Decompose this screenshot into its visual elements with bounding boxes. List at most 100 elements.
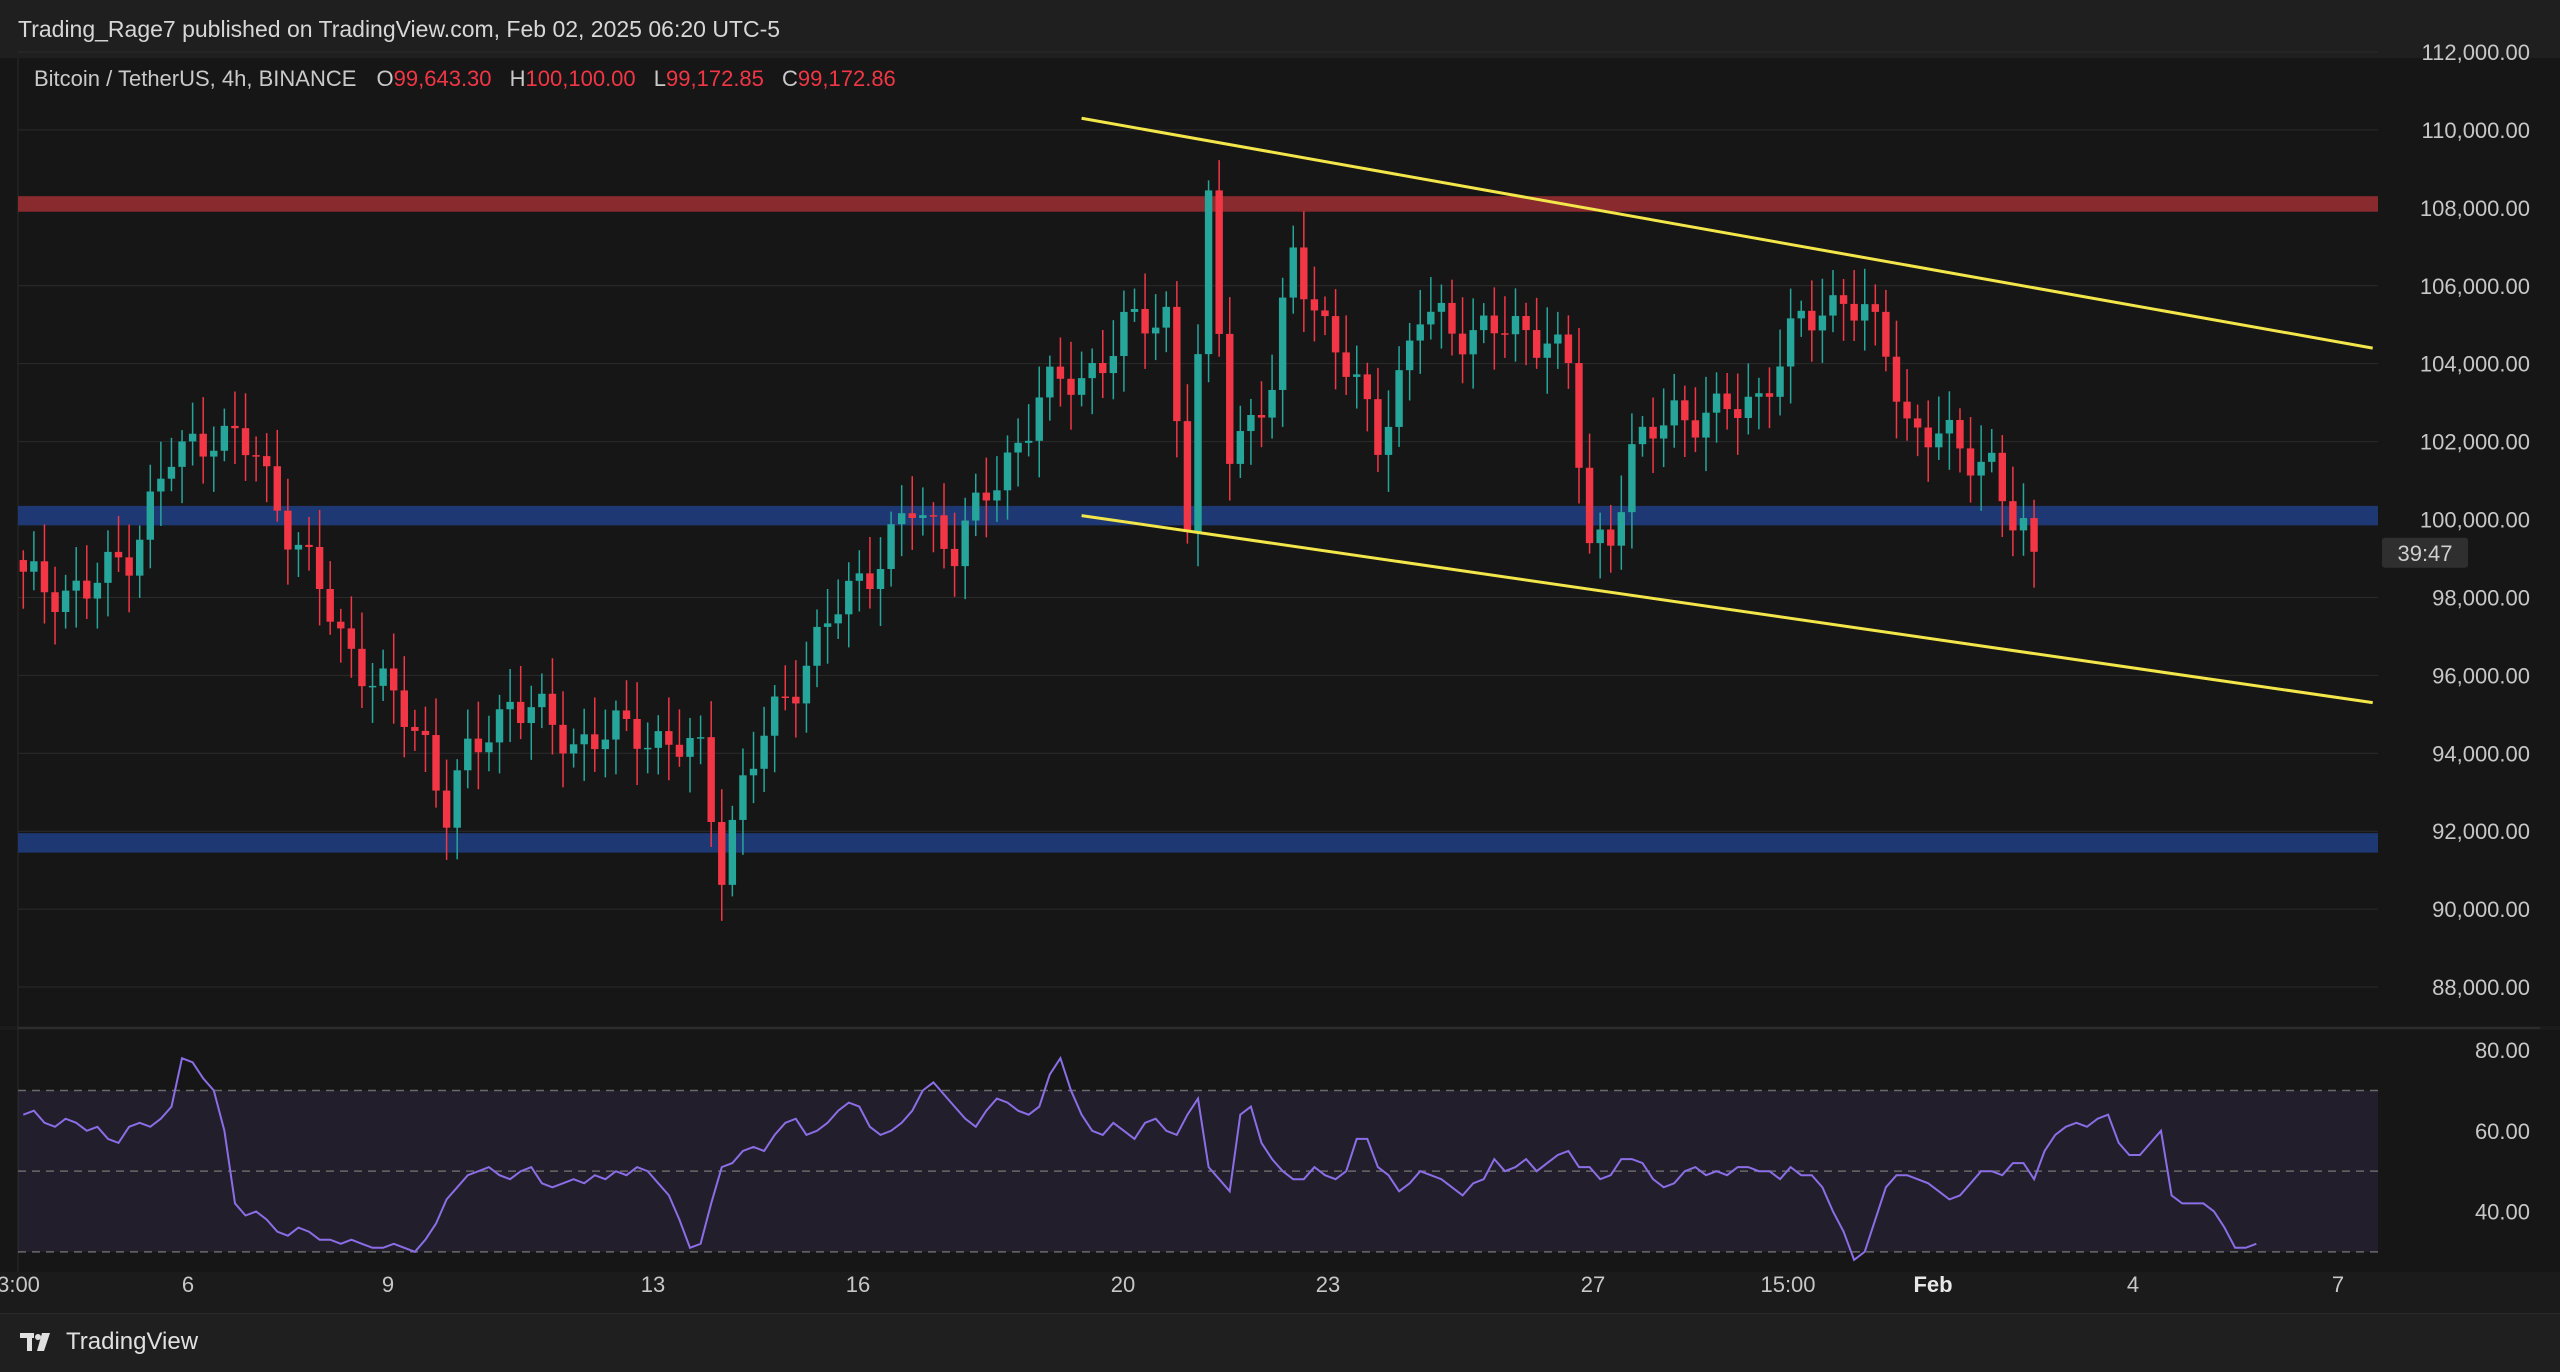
rsi-tick-label: 60.00 [2475, 1119, 2530, 1144]
candle-body [1120, 311, 1128, 357]
candle-body [1511, 315, 1520, 335]
x-tick-label: 15:00 [1760, 1272, 1815, 1297]
ohlc-legend: Bitcoin / TetherUS, 4h, BINANCE O99,643.… [34, 66, 908, 92]
candle-body [834, 614, 842, 624]
candle-body [506, 701, 514, 710]
candle-body [1818, 315, 1827, 331]
candle-body [167, 466, 176, 479]
support-zone [18, 833, 2378, 853]
candle-body [845, 580, 853, 615]
candle-body [1088, 363, 1096, 379]
candle-body [1236, 431, 1245, 464]
candle-body [654, 731, 662, 748]
candle-body [1913, 418, 1922, 428]
candle-body [1702, 412, 1710, 438]
candle-body [358, 648, 366, 687]
y-tick-label: 102,000.00 [2420, 430, 2530, 455]
y-tick-label: 94,000.00 [2432, 741, 2530, 766]
candle-body [485, 742, 493, 753]
candle-body [1226, 333, 1234, 464]
candle-body [919, 515, 927, 519]
x-tick-label: Feb [1913, 1272, 1952, 1297]
candle-body [718, 822, 726, 885]
candle-body [760, 735, 768, 769]
candle-body [1882, 311, 1890, 357]
candle-body [83, 580, 91, 599]
candle-body [1776, 366, 1784, 397]
y-tick-label: 100,000.00 [2420, 508, 2530, 533]
candle-body [1607, 529, 1615, 546]
candle-body [527, 707, 535, 724]
candle-body [220, 425, 229, 451]
candle-body [1469, 330, 1477, 355]
candle-body [696, 737, 705, 739]
candle-body [51, 592, 59, 613]
candle-body [326, 588, 334, 622]
price-chart[interactable]: 88,000.00 90,000.00 92,000.00 94,000.00 96,0… [0, 0, 2560, 1300]
x-tick-label: 13 [641, 1272, 665, 1297]
candle-body [284, 510, 292, 550]
x-tick-label: 6 [182, 1272, 194, 1297]
candle-body [1998, 452, 2007, 502]
candle-body [1374, 399, 1382, 455]
candle-body [633, 718, 641, 749]
candle-body [1617, 512, 1626, 546]
candle-body [432, 735, 440, 791]
candle-body [1924, 427, 1932, 448]
candle-body [516, 701, 525, 724]
y-tick-label: 88,000.00 [2432, 975, 2530, 1000]
x-tick-label: 23 [1316, 1272, 1340, 1297]
open-label: O [376, 66, 394, 91]
candle-body [1480, 315, 1488, 331]
candle-body [1321, 310, 1329, 317]
candle-body [474, 738, 483, 753]
x-tick-label: 16 [846, 1272, 870, 1297]
candle-body [1829, 295, 1837, 316]
candle-body [1395, 370, 1403, 427]
candle-body [178, 441, 186, 467]
y-tick-label: 106,000.00 [2420, 274, 2530, 299]
candle-body [1575, 363, 1583, 468]
candle-body [580, 734, 588, 745]
candle-body [1797, 310, 1805, 319]
candle-body [601, 739, 610, 750]
candle-body [199, 433, 207, 457]
candle-body [136, 539, 144, 576]
candle-body [749, 768, 758, 776]
candle-body [1765, 393, 1774, 397]
candle-body [1543, 343, 1551, 358]
candle-body [2019, 518, 2028, 531]
high-label: H [509, 66, 526, 91]
countdown-label: 39:47 [2397, 541, 2452, 566]
low-value: 99,172.85 [666, 66, 764, 91]
candle-body [2009, 501, 2017, 531]
candle-body [1659, 425, 1668, 439]
y-tick-label: 112,000.00 [2422, 40, 2530, 65]
candle-body [30, 561, 38, 572]
candle-body [1554, 334, 1562, 344]
trendline-lower[interactable] [1081, 514, 2373, 705]
candle-body [1628, 444, 1636, 513]
resistance-zone [18, 196, 2378, 212]
candle-body [464, 738, 472, 771]
trendline-upper[interactable] [1081, 116, 2373, 350]
candle-body [241, 428, 250, 456]
candle-body [728, 819, 737, 885]
candle-body [368, 685, 377, 688]
candle-body [855, 573, 864, 581]
tradingview-brand[interactable]: TradingView [18, 1328, 198, 1356]
candle-body [453, 770, 461, 828]
candle-body [1151, 327, 1160, 334]
candle-body [1490, 315, 1499, 334]
candle-body [2030, 518, 2038, 552]
candle-body [1564, 334, 1573, 364]
candle-body [1046, 366, 1054, 398]
candle-body [273, 466, 281, 511]
candle-body [1670, 400, 1678, 426]
y-tick-label: 96,000.00 [2432, 663, 2530, 688]
y-tick-label: 90,000.00 [2432, 897, 2530, 922]
close-label: C [782, 66, 798, 91]
candle-body [1416, 324, 1424, 341]
candle-body [1067, 378, 1075, 395]
candle-body [1405, 340, 1414, 371]
